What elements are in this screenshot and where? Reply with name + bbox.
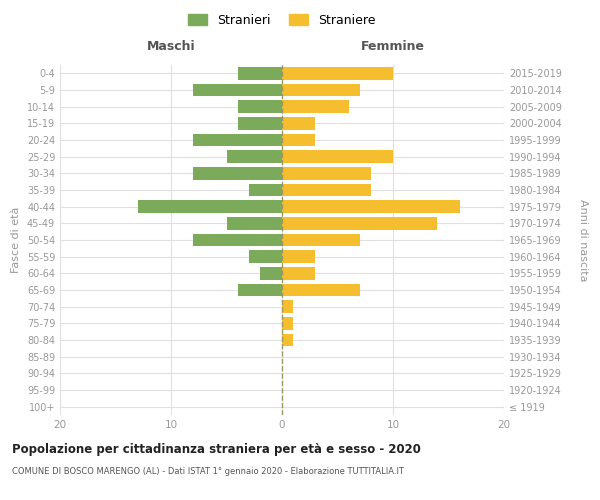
Bar — [193, 167, 282, 179]
Y-axis label: Fasce di età: Fasce di età — [11, 207, 21, 273]
Text: Maschi: Maschi — [146, 40, 196, 52]
Bar — [282, 250, 316, 263]
Text: Femmine: Femmine — [361, 40, 425, 52]
Bar — [193, 234, 282, 246]
Bar — [193, 134, 282, 146]
Bar — [249, 184, 282, 196]
Bar — [282, 284, 360, 296]
Bar — [282, 317, 293, 330]
Bar — [227, 150, 282, 163]
Y-axis label: Anni di nascita: Anni di nascita — [578, 198, 589, 281]
Bar — [282, 100, 349, 113]
Bar — [282, 217, 437, 230]
Bar — [282, 334, 293, 346]
Bar — [282, 234, 360, 246]
Bar — [260, 267, 282, 280]
Bar — [282, 267, 316, 280]
Text: Popolazione per cittadinanza straniera per età e sesso - 2020: Popolazione per cittadinanza straniera p… — [12, 442, 421, 456]
Bar — [238, 117, 282, 130]
Bar — [138, 200, 282, 213]
Bar — [282, 200, 460, 213]
Bar — [282, 300, 293, 313]
Bar — [282, 117, 316, 130]
Bar — [282, 84, 360, 96]
Bar — [282, 67, 393, 80]
Bar — [238, 284, 282, 296]
Bar — [282, 167, 371, 179]
Bar — [282, 184, 371, 196]
Bar — [193, 84, 282, 96]
Bar — [282, 150, 393, 163]
Bar — [282, 134, 316, 146]
Bar — [238, 67, 282, 80]
Bar — [249, 250, 282, 263]
Legend: Stranieri, Straniere: Stranieri, Straniere — [184, 8, 380, 32]
Bar — [227, 217, 282, 230]
Text: COMUNE DI BOSCO MARENGO (AL) - Dati ISTAT 1° gennaio 2020 - Elaborazione TUTTITA: COMUNE DI BOSCO MARENGO (AL) - Dati ISTA… — [12, 468, 404, 476]
Bar — [238, 100, 282, 113]
